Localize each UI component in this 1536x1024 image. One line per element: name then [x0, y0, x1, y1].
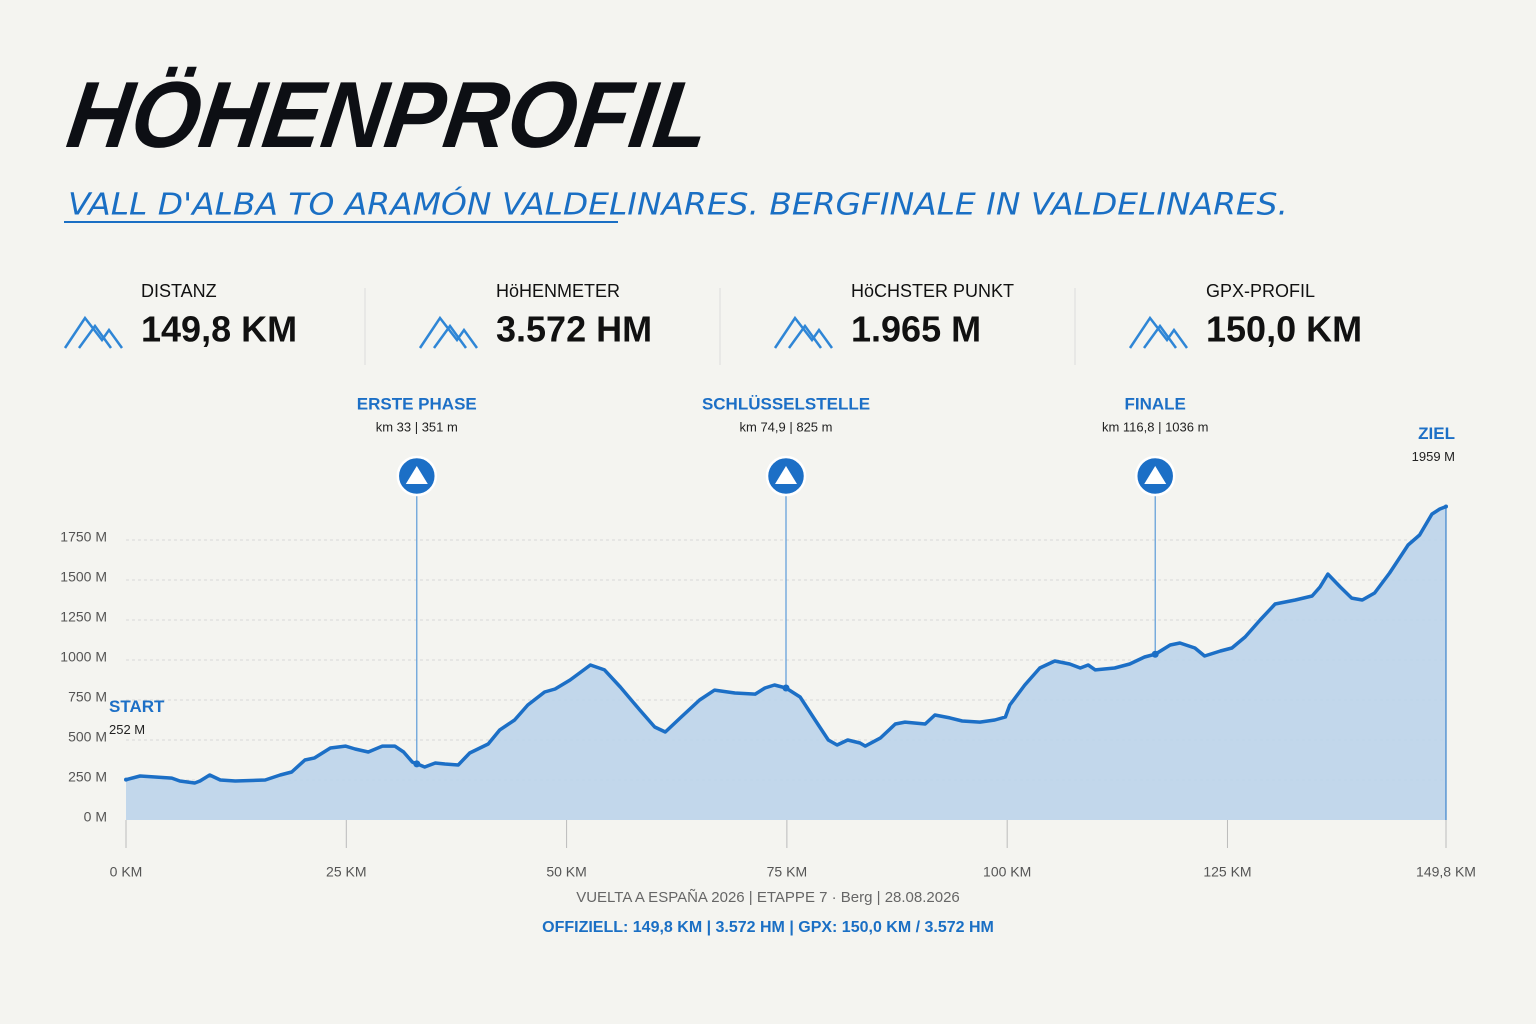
annotation-label: 1959 M — [1412, 449, 1455, 464]
y-tick-label: 1250 M — [60, 609, 107, 625]
stat-value: 150,0 KM — [1206, 309, 1362, 350]
x-tick-label: 75 KM — [767, 864, 807, 880]
stat-label: HöCHSTER PUNKT — [851, 281, 1014, 301]
mountain-icon — [1128, 315, 1189, 349]
annotation-icon — [775, 466, 797, 484]
annotation-point — [413, 760, 421, 768]
y-tick-label: 250 M — [68, 769, 107, 785]
annotation-title: SCHLÜSSELSTELLE — [702, 394, 870, 413]
annotation-icon — [405, 466, 428, 484]
annotation-point — [1151, 650, 1159, 658]
y-tick-label: 1000 M — [60, 649, 107, 665]
elevation-area — [126, 506, 1446, 820]
stat-value: 149,8 KM — [141, 309, 297, 350]
elevation-line — [125, 504, 1447, 785]
x-tick-label: 149,8 KM — [1416, 864, 1476, 880]
stat-label: HöHENMETER — [496, 281, 620, 301]
mountain-icon — [773, 315, 834, 349]
plot: 0 M 250 M 500 M 750 M 1000 M 1250 M 1500 M 1750… — [60, 394, 1476, 879]
x-tick-label: 0 KM — [110, 864, 143, 880]
annotation-label: km 116,8 | 1036 m — [1102, 419, 1208, 434]
x-tick-label: 100 KM — [983, 864, 1031, 880]
y-tick-label: 0 M — [84, 809, 107, 825]
stat-value: 3.572 HM — [496, 309, 652, 350]
mountain-icon — [77, 323, 113, 349]
title: HÖHENPROFIL — [61, 62, 716, 167]
footer-line: VUELTA A ESPAÑA 2026 | ETAPPE 7 · Berg |… — [576, 889, 960, 906]
annotation-point — [782, 684, 790, 692]
subtitle: VALL D'ALBA TO ARAMÓN VALDELINARES. BERG… — [68, 186, 1288, 223]
annotation-label: km 74,9 | 825 m — [740, 419, 833, 434]
x-tick-label: 25 KM — [326, 864, 366, 880]
y-tick-label: 1750 M — [60, 529, 107, 545]
stat-value: 1.965 M — [851, 309, 981, 350]
y-tick-label: 1500 M — [60, 569, 107, 585]
annotation-title: ERSTE PHASE — [357, 394, 477, 413]
annotation-point — [124, 777, 128, 782]
stat-label: DISTANZ — [141, 281, 217, 301]
x-tick-label: 125 KM — [1203, 864, 1251, 880]
annotation-label: 252 M — [109, 722, 145, 737]
mountain-icon — [1142, 323, 1178, 349]
annotation-title: START — [109, 697, 165, 716]
mountain-icon — [432, 323, 468, 349]
stat-label: GPX-PROFIL — [1206, 281, 1315, 301]
x-tick-label: 50 KM — [546, 864, 586, 880]
annotation-label: km 33 | 351 m — [376, 419, 458, 434]
mountain-icon — [63, 315, 124, 349]
annotation-icon — [1144, 466, 1167, 484]
annotation-title: ZIEL — [1418, 424, 1455, 443]
annotation-title: FINALE — [1125, 394, 1186, 413]
mountain-icon — [787, 323, 823, 349]
stats-row: DISTANZ 149,8 KM HöHENMETER 3.572 HM HöCHSTE… — [63, 281, 1362, 365]
footer-official: OFFIZIELL: 149,8 KM | 3.572 HM | GPX: 15… — [542, 919, 994, 936]
mountain-icon — [418, 315, 479, 349]
y-tick-label: 750 M — [68, 689, 107, 705]
y-tick-label: 500 M — [68, 729, 107, 745]
annotation-point — [1444, 504, 1448, 509]
